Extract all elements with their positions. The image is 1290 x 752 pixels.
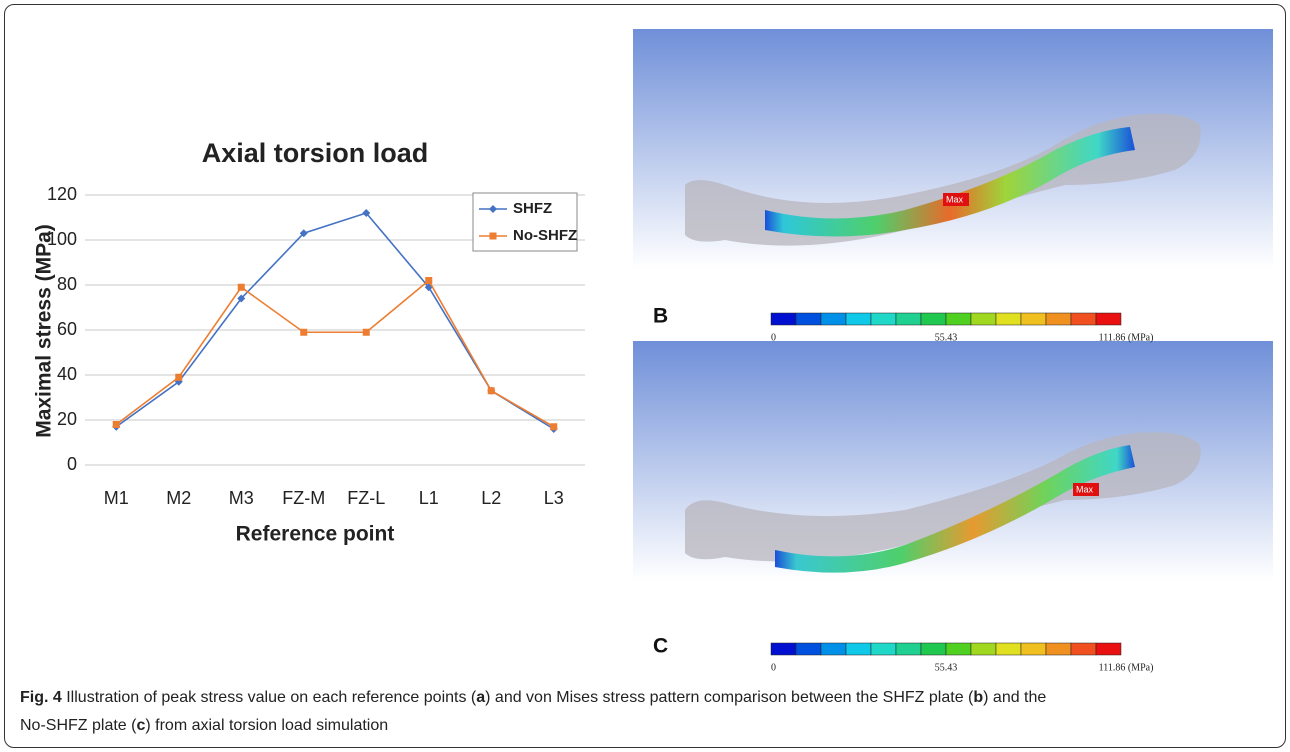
x-tick-label: FZ-L [347, 488, 385, 508]
simulation-image-c [633, 341, 1273, 671]
caption-ref: b [973, 689, 983, 706]
caption-ref: a [476, 689, 485, 706]
x-tick-label: M3 [229, 488, 254, 508]
x-tick-label: L2 [481, 488, 501, 508]
colorbar-cell [821, 313, 846, 325]
colorbar-cell [771, 313, 796, 325]
figure-label: Fig. 4 [20, 689, 62, 706]
colorbar-cell [846, 643, 871, 655]
y-tick-label: 20 [57, 409, 77, 429]
caption-text: ) and the [983, 689, 1046, 706]
data-point [238, 284, 245, 291]
colorbar-cell [921, 643, 946, 655]
data-point [175, 374, 182, 381]
data-point [425, 277, 432, 284]
colorbar-cell [1096, 643, 1121, 655]
panel-label: B [653, 305, 668, 328]
y-tick-label: 120 [47, 184, 77, 204]
legend-label: No-SHFZ [513, 227, 577, 244]
colorbar-cell [896, 313, 921, 325]
colorbar-cell [1096, 313, 1121, 325]
colorbar-cell [871, 313, 896, 325]
x-tick-label: M2 [166, 488, 191, 508]
data-point [488, 387, 495, 394]
colorbar-cell [971, 313, 996, 325]
caption-text: Illustration of peak stress value on eac… [66, 689, 476, 706]
colorbar-cell [896, 643, 921, 655]
colorbar-cell [1071, 643, 1096, 655]
y-tick-label: 60 [57, 319, 77, 339]
colorbar-label: 55.43 [935, 332, 958, 343]
colorbar-cell [1071, 313, 1096, 325]
x-tick-label: L3 [544, 488, 564, 508]
colorbar-label: 0 [771, 332, 776, 343]
data-point [300, 329, 307, 336]
y-tick-label: 80 [57, 274, 77, 294]
colorbar-cell [1046, 313, 1071, 325]
caption-line-2: No-SHFZ plate (c) from axial torsion loa… [20, 717, 388, 735]
chart-title: Axial torsion load [202, 138, 429, 168]
figure: Axial torsion load Reference point Maxim… [4, 4, 1286, 748]
legend-label: SHFZ [513, 200, 552, 217]
data-point [113, 421, 120, 428]
y-tick-label: 40 [57, 364, 77, 384]
x-tick-label: FZ-M [282, 488, 325, 508]
data-point [550, 423, 557, 430]
x-tick-label: M1 [104, 488, 129, 508]
colorbar-cell [1021, 313, 1046, 325]
series-line [116, 281, 554, 427]
colorbar-cell [821, 643, 846, 655]
y-tick-label: 0 [67, 454, 77, 474]
colorbar-cell [871, 643, 896, 655]
simulation-image-b [633, 29, 1273, 341]
y-tick-label: 100 [47, 229, 77, 249]
colorbar-label: 0 [771, 662, 776, 673]
data-point [490, 233, 497, 240]
figure-panels: Axial torsion load Reference point Maxim… [5, 5, 1285, 685]
max-tag: Max [946, 194, 964, 204]
caption-text: ) and von Mises stress pattern compariso… [485, 689, 973, 706]
colorbar-cell [996, 643, 1021, 655]
panel-label: C [653, 635, 668, 658]
colorbar-cell [796, 313, 821, 325]
colorbar-label: 55.43 [935, 662, 958, 673]
colorbar-cell [1021, 643, 1046, 655]
x-axis-label: Reference point [236, 523, 395, 546]
colorbar-cell [946, 643, 971, 655]
colorbar-cell [921, 313, 946, 325]
colorbar-label: 111.86 (MPa) [1099, 332, 1154, 343]
max-tag: Max [1076, 484, 1094, 494]
colorbar-label: 111.86 (MPa) [1099, 662, 1154, 673]
data-point [363, 329, 370, 336]
colorbar-cell [996, 313, 1021, 325]
colorbar-cell [971, 643, 996, 655]
colorbar-cell [946, 313, 971, 325]
y-axis-label: Maximal stress (MPa) [33, 224, 56, 438]
x-tick-label: L1 [419, 488, 439, 508]
caption-text: ) from axial torsion load simulation [145, 717, 388, 734]
colorbar-cell [771, 643, 796, 655]
caption-text: No-SHFZ plate ( [20, 717, 136, 734]
colorbar-cell [846, 313, 871, 325]
caption-line-1: Fig. 4 Illustration of peak stress value… [20, 689, 1046, 707]
colorbar-cell [1046, 643, 1071, 655]
colorbar-cell [796, 643, 821, 655]
